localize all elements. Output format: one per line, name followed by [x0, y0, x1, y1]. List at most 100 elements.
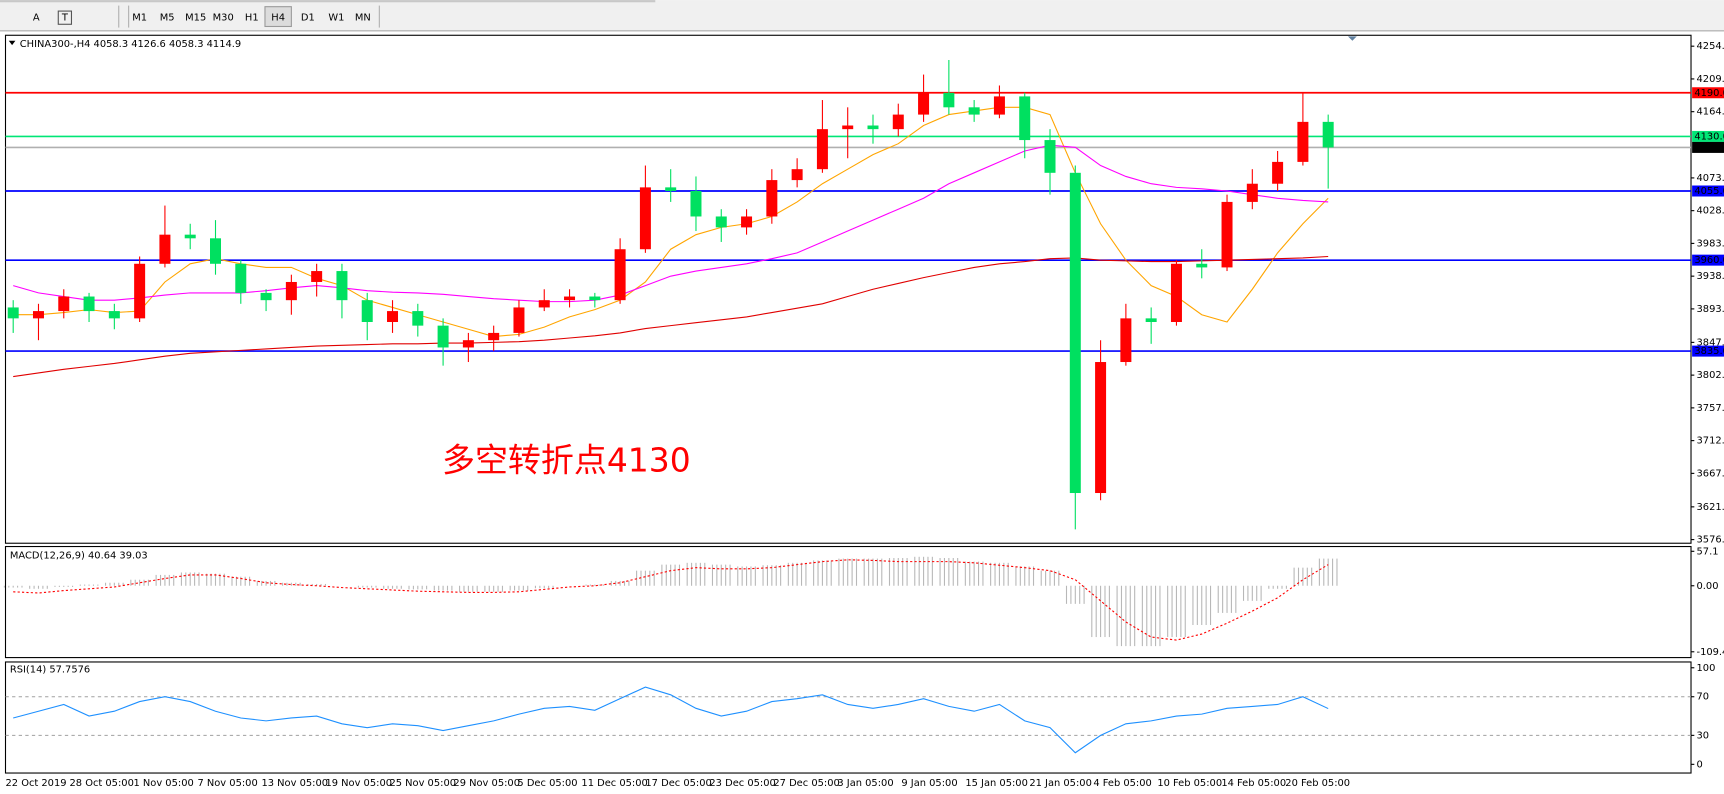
- x-tick-label: 23 Dec 05:00: [709, 778, 775, 789]
- candle-body: [1145, 318, 1157, 322]
- x-tick-label: 27 Dec 05:00: [773, 778, 839, 789]
- candle-body: [538, 300, 550, 308]
- toolbar-button[interactable]: T: [61, 13, 69, 24]
- y-tick-label: 3938.0: [1697, 271, 1724, 282]
- level-label: 4114.9: [1694, 142, 1724, 153]
- title-arrow: [8, 40, 16, 46]
- candle-body: [1221, 201, 1233, 268]
- rsi-panel: [4, 661, 1692, 774]
- x-tick-label: 13 Nov 05:00: [261, 778, 328, 789]
- x-tick-label: 4 Feb 05:00: [1093, 778, 1152, 789]
- toolbar-button[interactable]: D1: [301, 13, 315, 24]
- y-tick-label: 3757.0: [1697, 403, 1724, 414]
- candle-body: [766, 180, 778, 217]
- candle-body: [7, 307, 19, 319]
- toolbar-button[interactable]: H4: [271, 13, 285, 24]
- y-tick-label: 4073.0: [1697, 173, 1724, 184]
- candle-body: [285, 281, 297, 301]
- x-tick-label: 25 Nov 05:00: [389, 778, 456, 789]
- candle-body: [412, 311, 424, 326]
- candle-body: [715, 216, 727, 228]
- x-tick-label: 5 Dec 05:00: [517, 778, 577, 789]
- x-tick-label: 22 Oct 2019: [5, 778, 66, 789]
- chart-title: RSI(14) 57.7576: [10, 665, 90, 676]
- candle-body: [235, 263, 247, 293]
- x-tick-label: 19 Nov 05:00: [325, 778, 392, 789]
- y-tick-label: 3847.0: [1697, 337, 1724, 348]
- candle-body: [1069, 172, 1081, 494]
- rsi-line: [13, 686, 1329, 754]
- y-tick-label: 4254.0: [1697, 41, 1724, 52]
- level-label: 4055.0: [1694, 186, 1724, 197]
- x-tick-label: 14 Feb 05:00: [1221, 778, 1286, 789]
- candle-body: [1196, 263, 1208, 268]
- candle-body: [260, 292, 272, 301]
- candle-body: [1095, 362, 1107, 494]
- candle-body: [892, 114, 904, 130]
- y-tick-label: 3712.0: [1697, 436, 1724, 447]
- level-label-bg: [1692, 185, 1724, 197]
- toolbar-button[interactable]: A: [33, 13, 40, 24]
- candle-body: [210, 238, 221, 264]
- candle-body: [311, 271, 323, 282]
- x-tick-label: 11 Dec 05:00: [581, 778, 647, 789]
- candle-body: [1322, 121, 1334, 148]
- toolbar-button[interactable]: H1: [245, 13, 259, 24]
- level-label: 4190.0: [1694, 88, 1724, 99]
- level-label: 3960.0: [1694, 255, 1724, 266]
- y-tick-label: 0: [1697, 759, 1703, 770]
- candle-body: [614, 249, 626, 301]
- toolbar-button[interactable]: W1: [328, 13, 344, 24]
- candle-body: [867, 125, 879, 130]
- candle-body: [58, 296, 70, 312]
- candle-body: [134, 263, 146, 319]
- x-tick-label: 20 Feb 05:00: [1285, 778, 1350, 789]
- toolbar-top: [0, 0, 656, 3]
- moving-average: [13, 255, 1329, 378]
- toolbar-button[interactable]: M1: [132, 13, 147, 24]
- candle-body: [993, 96, 1005, 115]
- icon-box: [57, 10, 73, 25]
- x-tick-label: 29 Nov 05:00: [453, 778, 520, 789]
- y-tick-label: 3893.0: [1697, 304, 1724, 315]
- y-tick-label: 4209.0: [1697, 74, 1724, 85]
- level-label-bg: [1692, 345, 1724, 357]
- x-tick-label: 17 Dec 05:00: [645, 778, 711, 789]
- level-label-bg: [1692, 254, 1724, 266]
- toolbar-button[interactable]: M15: [185, 13, 206, 24]
- x-tick-label: 28 Oct 05:00: [69, 778, 133, 789]
- y-tick-label: 4164.0: [1697, 107, 1724, 118]
- macd-signal: [13, 559, 1329, 641]
- candle-body: [943, 92, 955, 108]
- candle-body: [336, 271, 348, 301]
- level-label-bg: [1692, 130, 1724, 142]
- y-tick-label: 3576.0: [1697, 535, 1724, 546]
- x-tick-label: 21 Jan 05:00: [1029, 778, 1092, 789]
- candle-body: [184, 234, 196, 239]
- toolbar-button[interactable]: M5: [160, 13, 175, 24]
- candle-body: [83, 296, 95, 312]
- level-label: 3835.0: [1694, 346, 1724, 357]
- y-tick-label: 30: [1697, 730, 1710, 741]
- toolbar-button[interactable]: M30: [213, 13, 234, 24]
- candle-body: [387, 311, 399, 322]
- candle-body: [1297, 121, 1309, 162]
- y-tick-label: 3621.0: [1697, 502, 1724, 513]
- candle-body: [639, 187, 651, 250]
- candle-body: [1272, 161, 1284, 184]
- candle-body: [1120, 318, 1132, 363]
- main-panel: [4, 34, 1692, 544]
- x-tick-label: 10 Feb 05:00: [1157, 778, 1222, 789]
- candle-body: [1170, 263, 1182, 322]
- candle-body: [513, 307, 525, 333]
- x-tick-label: 9 Jan 05:00: [901, 778, 957, 789]
- chart-title: CHINA300-,H4 4058.3 4126.6 4058.3 4114.9: [20, 39, 241, 50]
- candle-body: [816, 129, 828, 170]
- moving-average: [13, 106, 1329, 338]
- candle-body: [462, 340, 474, 348]
- y-tick-label: 57.1: [1697, 546, 1719, 557]
- level-label-bg: [1692, 141, 1724, 153]
- y-tick-label: 0.00: [1697, 581, 1719, 592]
- toolbar-button[interactable]: MN: [355, 13, 371, 24]
